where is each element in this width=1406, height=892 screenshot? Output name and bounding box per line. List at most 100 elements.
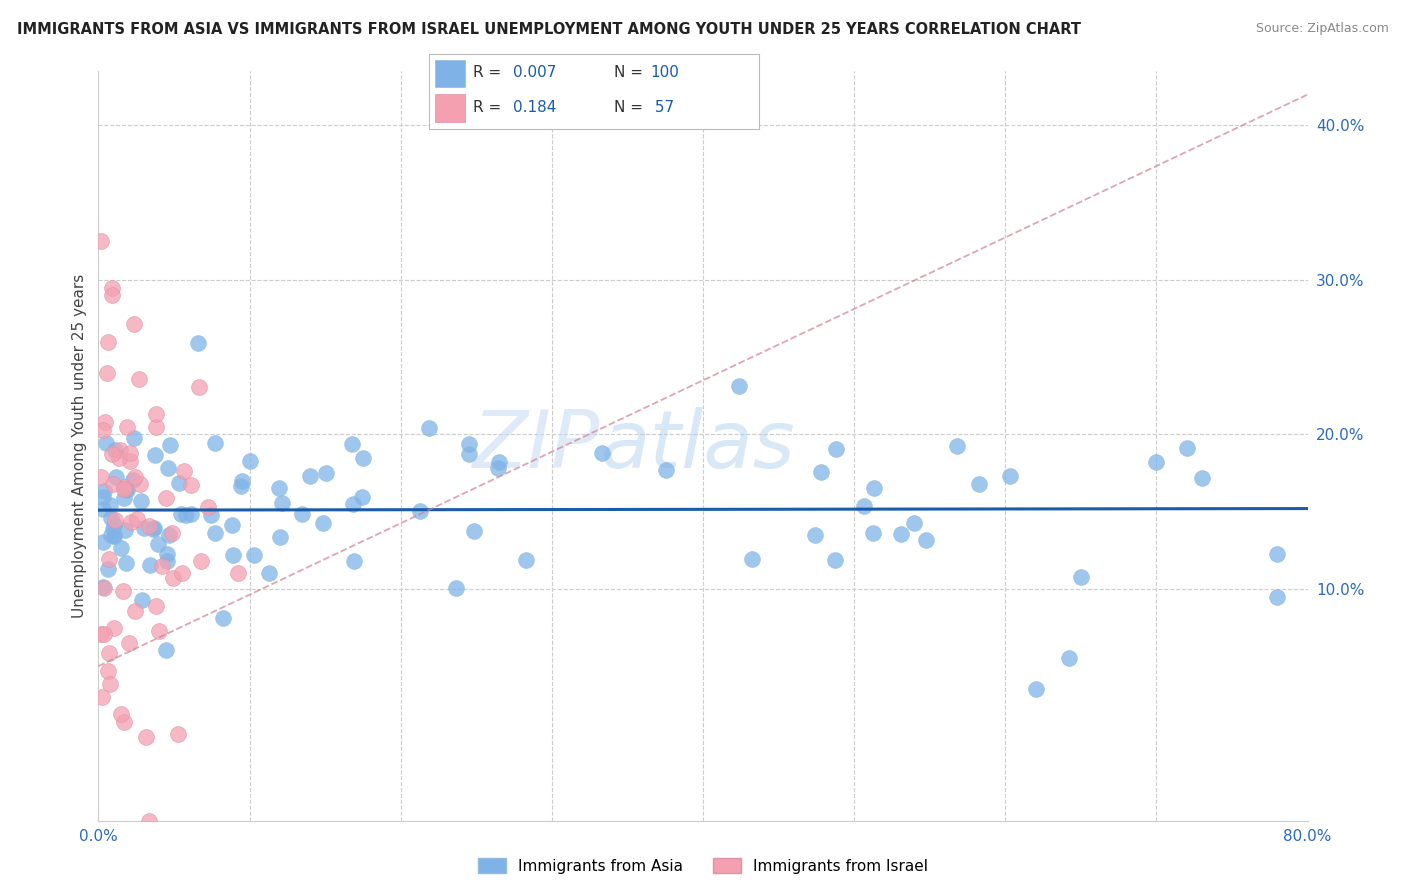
Point (914, 533, 936, 548)
Point (352, 450, 374, 465)
Point (104, 442, 127, 457)
Point (128, 372, 150, 386)
Point (101, 280, 124, 294)
Point (129, 494, 152, 508)
Point (150, 559, 173, 574)
Point (101, 288, 124, 302)
Text: Source: ZipAtlas.com: Source: ZipAtlas.com (1256, 22, 1389, 36)
Point (129, 477, 152, 491)
Point (299, 468, 322, 483)
Point (1267, 590, 1289, 604)
Point (167, 475, 190, 490)
Point (340, 437, 363, 451)
Point (101, 477, 124, 491)
Bar (436, 60, 465, 87)
Point (204, 436, 226, 450)
Point (145, 407, 167, 421)
Point (444, 581, 467, 595)
Point (122, 431, 145, 445)
Point (148, 537, 170, 551)
Point (155, 643, 177, 657)
Point (180, 507, 202, 521)
Point (115, 483, 138, 497)
Point (90, 470, 112, 484)
Point (111, 584, 134, 599)
Point (90, 626, 112, 640)
Point (103, 529, 125, 543)
Point (231, 479, 253, 493)
Point (221, 518, 243, 533)
Point (804, 528, 827, 542)
Point (1057, 651, 1080, 665)
Point (824, 442, 846, 456)
Bar (436, 95, 465, 122)
Point (145, 599, 167, 613)
Point (103, 518, 125, 533)
Point (1267, 547, 1289, 561)
Point (239, 454, 262, 468)
Point (120, 453, 142, 467)
Point (134, 520, 156, 534)
Point (315, 466, 337, 480)
Point (112, 480, 135, 494)
Point (148, 624, 170, 638)
Point (120, 515, 142, 529)
Point (180, 478, 202, 492)
Point (104, 513, 127, 527)
Text: ZIP: ZIP (472, 407, 600, 485)
Point (97, 562, 120, 576)
Point (967, 476, 990, 491)
Point (170, 566, 193, 580)
Point (93, 484, 115, 499)
Point (101, 522, 124, 536)
Point (91, 490, 114, 504)
Point (142, 521, 165, 535)
Point (91, 534, 114, 549)
Point (96, 366, 118, 380)
Y-axis label: Unemployment Among Youth under 25 years: Unemployment Among Youth under 25 years (72, 274, 87, 618)
Point (862, 526, 884, 541)
Point (343, 554, 366, 568)
Point (94, 415, 117, 429)
Point (863, 481, 886, 495)
Point (124, 604, 146, 618)
Point (105, 469, 128, 483)
Point (162, 571, 184, 585)
Text: atlas: atlas (600, 407, 794, 485)
Point (226, 566, 249, 581)
Text: R =: R = (474, 65, 506, 80)
Point (190, 553, 212, 567)
Point (90, 690, 112, 704)
Point (488, 455, 510, 469)
Point (162, 525, 184, 540)
Point (197, 500, 219, 514)
Text: N =: N = (614, 100, 648, 115)
Point (998, 469, 1021, 483)
Point (655, 463, 678, 477)
Point (117, 636, 139, 650)
Point (103, 621, 125, 635)
Text: 100: 100 (650, 65, 679, 80)
Point (169, 508, 191, 522)
Point (1144, 455, 1167, 469)
Point (142, 522, 165, 536)
Point (93, 581, 115, 595)
Point (243, 549, 266, 563)
Point (231, 475, 253, 489)
Point (110, 707, 132, 722)
Point (1191, 471, 1213, 485)
Point (155, 491, 177, 506)
Point (463, 524, 485, 539)
Point (90, 235, 112, 249)
Point (890, 527, 912, 541)
Point (291, 507, 314, 521)
Point (903, 516, 925, 531)
Point (118, 446, 141, 460)
Point (852, 500, 875, 514)
Point (267, 481, 290, 495)
Point (112, 482, 135, 496)
Point (173, 463, 195, 477)
Point (135, 730, 157, 744)
Text: 57: 57 (650, 100, 675, 115)
Text: R =: R = (474, 100, 506, 115)
